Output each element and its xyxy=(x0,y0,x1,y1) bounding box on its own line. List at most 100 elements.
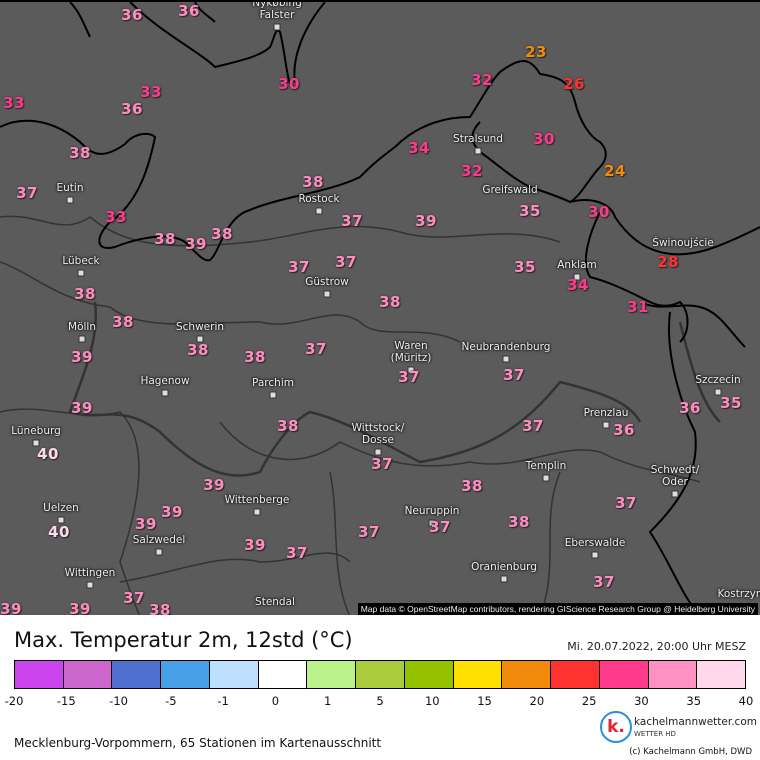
station-temperature[interactable]: 37 xyxy=(123,589,145,607)
color-legend xyxy=(14,660,746,689)
legend-tick: 10 xyxy=(424,694,440,708)
station-temperature[interactable]: 38 xyxy=(74,285,96,303)
station-temperature[interactable]: 39 xyxy=(69,600,91,615)
state-borders xyxy=(68,301,721,477)
legend-swatch xyxy=(112,661,162,688)
kachelmann-logo[interactable]: k. kachelmannwetter.com WETTER HD xyxy=(600,711,757,743)
legend-swatch xyxy=(258,661,308,688)
legend-tick: -5 xyxy=(165,694,177,708)
station-temperature[interactable]: 24 xyxy=(604,162,626,180)
city-marker xyxy=(77,269,85,277)
station-temperature[interactable]: 36 xyxy=(613,421,635,439)
station-temperature[interactable]: 30 xyxy=(533,130,555,148)
station-temperature[interactable]: 38 xyxy=(277,417,299,435)
station-temperature[interactable]: 34 xyxy=(567,276,589,294)
station-temperature[interactable]: 31 xyxy=(627,298,649,316)
legend-tick: -20 xyxy=(4,694,24,708)
station-temperature[interactable]: 38 xyxy=(112,313,134,331)
city-label: Świnoujście xyxy=(652,237,714,249)
legend-swatch xyxy=(161,661,210,688)
legend-tick: -15 xyxy=(56,694,76,708)
city-label: Parchim xyxy=(252,377,294,389)
station-temperature[interactable]: 37 xyxy=(615,494,637,512)
city-marker xyxy=(714,388,722,396)
station-temperature[interactable]: 37 xyxy=(288,258,310,276)
station-temperature[interactable]: 37 xyxy=(593,573,615,591)
city-marker xyxy=(474,147,482,155)
brand-sub: WETTER HD xyxy=(634,730,676,738)
station-temperature[interactable]: 35 xyxy=(720,394,742,412)
station-temperature[interactable]: 37 xyxy=(522,417,544,435)
city-label: Schwedt/Oder xyxy=(650,464,700,488)
station-temperature[interactable]: 36 xyxy=(679,399,701,417)
city-marker xyxy=(573,273,581,281)
station-temperature[interactable]: 37 xyxy=(429,518,451,536)
station-temperature[interactable]: 33 xyxy=(3,94,25,112)
station-temperature[interactable]: 38 xyxy=(508,513,530,531)
station-temperature[interactable]: 40 xyxy=(37,445,59,463)
station-temperature[interactable]: 39 xyxy=(185,235,207,253)
city-label: Anklam xyxy=(557,259,597,271)
station-temperature[interactable]: 39 xyxy=(135,515,157,533)
station-temperature[interactable]: 32 xyxy=(461,162,483,180)
station-temperature[interactable]: 34 xyxy=(408,139,430,157)
station-temperature[interactable]: 37 xyxy=(16,184,38,202)
station-temperature[interactable]: 37 xyxy=(341,212,363,230)
station-temperature[interactable]: 38 xyxy=(154,230,176,248)
station-temperature[interactable]: 38 xyxy=(69,144,91,162)
station-temperature[interactable]: 38 xyxy=(302,173,324,191)
city-marker xyxy=(32,439,40,447)
station-temperature[interactable]: 39 xyxy=(0,600,22,615)
city-label: Neuruppin xyxy=(404,505,460,517)
city-label: Eberswalde xyxy=(564,537,626,549)
station-temperature[interactable]: 36 xyxy=(178,2,200,20)
city-label: Stendal xyxy=(255,596,295,608)
legend-swatch xyxy=(551,661,600,688)
city-marker xyxy=(253,508,261,516)
station-temperature[interactable]: 36 xyxy=(121,6,143,24)
station-temperature[interactable]: 37 xyxy=(371,455,393,473)
station-temperature[interactable]: 23 xyxy=(525,43,547,61)
city-marker xyxy=(269,391,277,399)
city-marker xyxy=(542,474,550,482)
station-temperature[interactable]: 30 xyxy=(588,203,610,221)
station-temperature[interactable]: 38 xyxy=(244,348,266,366)
station-temperature[interactable]: 33 xyxy=(140,83,162,101)
station-temperature[interactable]: 40 xyxy=(48,523,70,541)
station-temperature[interactable]: 26 xyxy=(563,75,585,93)
city-label: Güstrow xyxy=(305,276,349,288)
station-temperature[interactable]: 39 xyxy=(415,212,437,230)
legend-swatch xyxy=(599,661,649,688)
station-temperature[interactable]: 37 xyxy=(286,544,308,562)
station-temperature[interactable]: 37 xyxy=(335,253,357,271)
station-temperature[interactable]: 37 xyxy=(305,340,327,358)
station-temperature[interactable]: 37 xyxy=(398,368,420,386)
temperature-map[interactable]: Nykøbing Falster Eutin Rostock Lübeck Güstrow… xyxy=(0,0,760,615)
city-label: Wittingen xyxy=(64,567,116,579)
station-temperature[interactable]: 39 xyxy=(71,348,93,366)
station-temperature[interactable]: 28 xyxy=(657,253,679,271)
legend-tick: -1 xyxy=(217,694,229,708)
station-temperature[interactable]: 32 xyxy=(471,71,493,89)
admin-borders xyxy=(0,215,701,615)
station-temperature[interactable]: 30 xyxy=(278,75,300,93)
city-marker xyxy=(196,335,204,343)
station-temperature[interactable]: 39 xyxy=(71,399,93,417)
station-temperature[interactable]: 39 xyxy=(244,536,266,554)
station-temperature[interactable]: 38 xyxy=(379,293,401,311)
legend-swatch xyxy=(15,661,64,688)
station-temperature[interactable]: 33 xyxy=(105,208,127,226)
station-temperature[interactable]: 37 xyxy=(503,366,525,384)
city-marker xyxy=(155,548,163,556)
station-temperature[interactable]: 35 xyxy=(519,202,541,220)
station-temperature[interactable]: 39 xyxy=(161,503,183,521)
station-temperature[interactable]: 38 xyxy=(187,341,209,359)
station-temperature[interactable]: 38 xyxy=(461,477,483,495)
legend-swatch xyxy=(648,661,698,688)
station-temperature[interactable]: 38 xyxy=(149,601,171,615)
station-temperature[interactable]: 38 xyxy=(211,225,233,243)
station-temperature[interactable]: 35 xyxy=(514,258,536,276)
station-temperature[interactable]: 36 xyxy=(121,100,143,118)
station-temperature[interactable]: 37 xyxy=(358,523,380,541)
station-temperature[interactable]: 39 xyxy=(203,476,225,494)
